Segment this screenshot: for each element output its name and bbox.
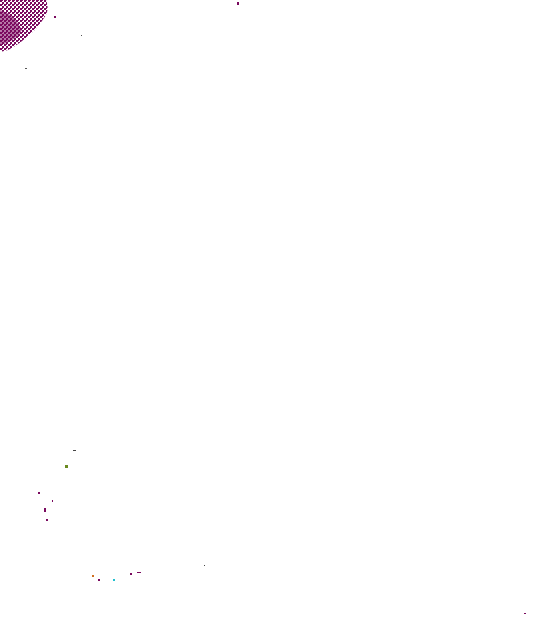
speckle <box>237 2 239 5</box>
speckle <box>65 465 68 468</box>
speckle <box>44 508 46 512</box>
speckle <box>130 573 132 575</box>
speckle <box>113 579 115 581</box>
speckle <box>25 68 27 69</box>
speckle <box>46 519 48 521</box>
speckle <box>204 565 205 566</box>
speckle <box>73 450 76 451</box>
speckle <box>38 492 40 494</box>
speckle <box>98 579 100 581</box>
speckle <box>52 500 53 502</box>
speckle-core <box>0 10 22 44</box>
speckle <box>524 613 526 614</box>
speckle <box>137 572 141 573</box>
speckle <box>92 575 94 577</box>
speckle <box>54 16 56 18</box>
speckle <box>81 35 82 36</box>
